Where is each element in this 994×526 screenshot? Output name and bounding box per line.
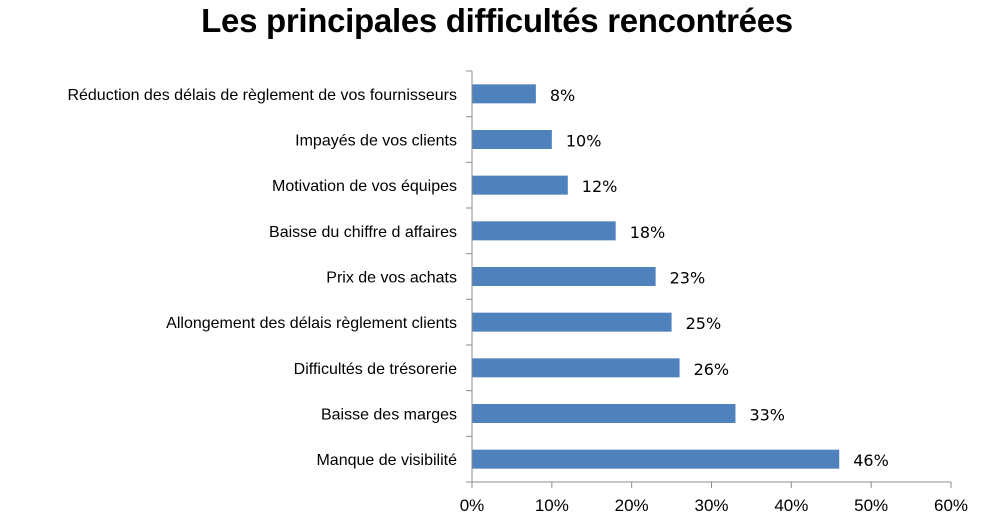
category-labels: Réduction des délais de règlement de vos… [67,87,457,469]
x-tick-label-0: 0% [460,496,485,515]
x-tick-label-3: 30% [694,496,728,515]
bar-9 [472,449,840,469]
chart-title: Les principales difficultés rencontrées [201,2,793,39]
category-label-9: Manque de visibilité [316,452,457,469]
x-tick-labels: 0% 10% 20% 30% 40% 50% 60% [460,496,968,515]
x-tick-label-4: 40% [774,496,808,515]
category-label-4: Baisse du chiffre d affaires [269,224,457,241]
category-label-5: Prix de vos achats [326,270,457,287]
bar-8 [472,404,736,423]
x-tick-label-1: 10% [535,496,569,515]
value-label-1: 8% [550,86,575,105]
value-label-2: 10% [566,132,602,151]
bar-4 [472,221,616,241]
bar-3 [472,175,568,195]
bar-2 [472,130,552,149]
category-label-8: Baisse des marges [321,407,457,424]
bars-group [472,84,840,469]
bar-6 [472,312,672,332]
bar-7 [472,358,680,378]
category-label-7: Difficultés de trésorerie [294,361,457,378]
category-label-3: Motivation de vos équipes [272,178,457,195]
x-tick-label-5: 50% [854,496,888,515]
value-label-7: 26% [694,360,730,379]
category-label-1: Réduction des délais de règlement de vos… [67,87,457,104]
category-label-2: Impayés de vos clients [295,133,457,150]
value-label-4: 18% [630,223,666,242]
value-label-6: 25% [686,314,722,333]
value-label-8: 33% [749,406,785,425]
bar-5 [472,267,656,286]
value-label-9: 46% [853,451,889,470]
category-label-6: Allongement des délais règlement clients [166,315,457,332]
x-tick-label-6: 60% [934,496,968,515]
value-label-5: 23% [670,269,706,288]
bar-1 [472,84,536,104]
x-tick-label-2: 20% [615,496,649,515]
value-labels: 8% 10% 12% 18% 23% 25% 26% 33% 46% [550,86,889,470]
axes [466,70,952,488]
value-label-3: 12% [582,177,618,196]
